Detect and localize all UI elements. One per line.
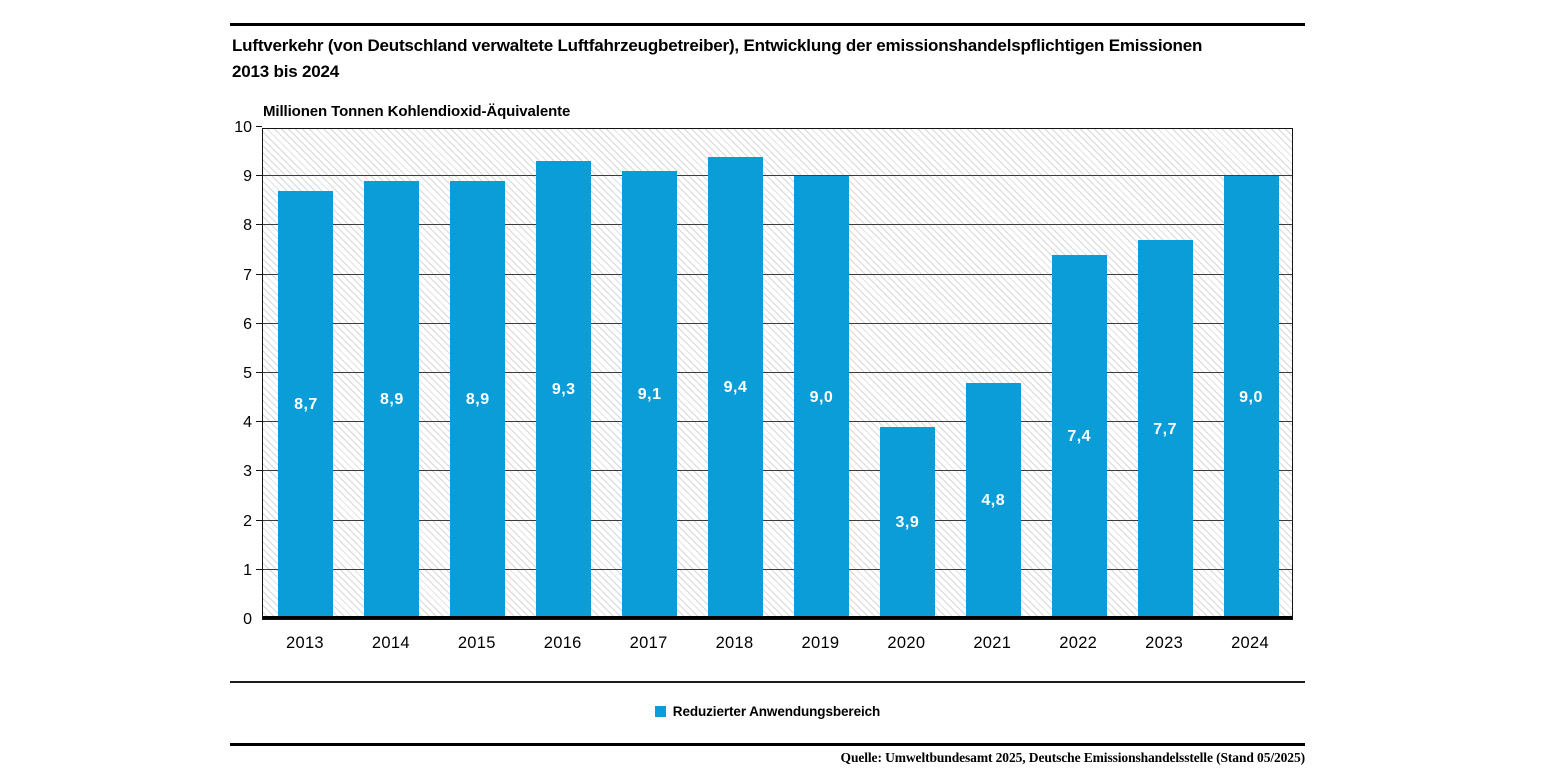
x-tick-label-2021: 2021 (973, 634, 1012, 652)
gridline-y9 (263, 175, 1292, 177)
y-tick-label-0: 0 (243, 611, 252, 628)
bar-2015: 8,9 (450, 181, 506, 619)
gridline-y4 (263, 421, 1292, 423)
y-axis-tick (256, 273, 262, 275)
bar-2018: 9,4 (708, 156, 764, 619)
y-axis-tick (256, 519, 262, 521)
legend-divider-rule (230, 681, 1305, 683)
chart-title: Luftverkehr (von Deutschland verwaltete … (232, 33, 1305, 85)
y-tick-label-9: 9 (243, 168, 252, 186)
bar-2020: 3,9 (879, 427, 935, 619)
y-axis-tick (256, 175, 262, 177)
gridline-y3 (263, 470, 1292, 472)
y-axis-tick (256, 470, 262, 472)
y-axis-tick (256, 126, 262, 127)
bar-value-label-2016: 9,3 (551, 381, 576, 399)
bar-value-label-2018: 9,4 (723, 378, 748, 396)
bar-value-label-2021: 4,8 (981, 491, 1006, 509)
bar-value-label-2020: 3,9 (895, 514, 920, 532)
legend: Reduzierter Anwendungsbereich (230, 704, 1305, 719)
y-axis-tick (256, 322, 262, 324)
gridline-y2 (263, 519, 1292, 521)
gridline-y1 (263, 568, 1292, 570)
y-tick-label-2: 2 (243, 512, 252, 530)
gridline-y6 (263, 322, 1292, 324)
bar-2024: 9,0 (1223, 176, 1279, 619)
y-axis-tick (256, 421, 262, 423)
y-axis-tick (256, 224, 262, 226)
x-tick-label-2018: 2018 (715, 634, 754, 652)
x-tick-label-2013: 2013 (286, 634, 324, 652)
bar-2017: 9,1 (622, 171, 678, 619)
top-rule (230, 23, 1305, 26)
gridline-y8 (263, 224, 1292, 226)
bar-2016: 9,3 (536, 161, 592, 619)
bar-value-label-2022: 7,4 (1067, 427, 1092, 445)
bar-value-label-2013: 8,7 (294, 395, 318, 413)
bottom-rule (230, 743, 1305, 746)
y-tick-label-3: 3 (243, 463, 252, 481)
x-tick-label-2019: 2019 (801, 634, 840, 652)
legend-label: Reduzierter Anwendungsbereich (672, 704, 881, 719)
chart-title-line1: Luftverkehr (von Deutschland verwaltete … (232, 36, 1203, 55)
y-tick-label-8: 8 (243, 217, 252, 235)
y-tick-label-10: 10 (234, 119, 252, 136)
x-tick-label-2022: 2022 (1059, 634, 1098, 652)
bar-2019: 9,0 (793, 176, 849, 619)
bar-2013: 8,7 (278, 190, 334, 619)
y-tick-label-7: 7 (243, 266, 252, 284)
bar-2021: 4,8 (965, 382, 1021, 619)
bar-value-label-2014: 8,9 (380, 391, 404, 409)
x-tick-label-2020: 2020 (887, 634, 926, 652)
y-tick-label-5: 5 (243, 365, 252, 382)
x-axis-line (263, 616, 1292, 619)
bar-value-label-2023: 7,7 (1153, 420, 1177, 438)
y-axis-tick (256, 568, 262, 570)
x-tick-label-2015: 2015 (457, 634, 496, 652)
bar-2022: 7,4 (1051, 254, 1107, 619)
gridline-y7 (263, 273, 1292, 275)
plot-area: 8,7 8,9 8,9 9,3 9,1 9,4 9,0 3,9 4,8 7,4 7,7 9,0 (256, 126, 1293, 620)
y-tick-label-6: 6 (243, 315, 252, 333)
y-tick-label-4: 4 (243, 414, 252, 432)
chart-title-line2: 2013 bis 2024 (232, 62, 340, 81)
bar-value-label-2015: 8,9 (465, 391, 490, 409)
y-axis-tick (256, 372, 262, 373)
bar-value-label-2019: 9,0 (809, 388, 834, 406)
x-tick-label-2016: 2016 (543, 634, 582, 652)
y-axis-unit-label: Millionen Tonnen Kohlendioxid-Äquivalent… (263, 103, 571, 120)
bar-2023: 7,7 (1137, 240, 1193, 619)
x-tick-label-2014: 2014 (371, 634, 410, 652)
gridline-y5 (263, 372, 1292, 373)
x-tick-label-2017: 2017 (629, 634, 668, 652)
y-tick-label-1: 1 (243, 561, 252, 579)
bar-value-label-2024: 9,0 (1239, 388, 1263, 406)
bar-2014: 8,9 (364, 181, 420, 619)
x-tick-label-2023: 2023 (1145, 634, 1184, 652)
bar-value-label-2017: 9,1 (637, 386, 662, 404)
legend-swatch-icon (654, 706, 666, 717)
x-tick-label-2024: 2024 (1231, 634, 1269, 652)
source-text: Quelle: Umweltbundesamt 2025, Deutsche E… (840, 750, 1306, 765)
